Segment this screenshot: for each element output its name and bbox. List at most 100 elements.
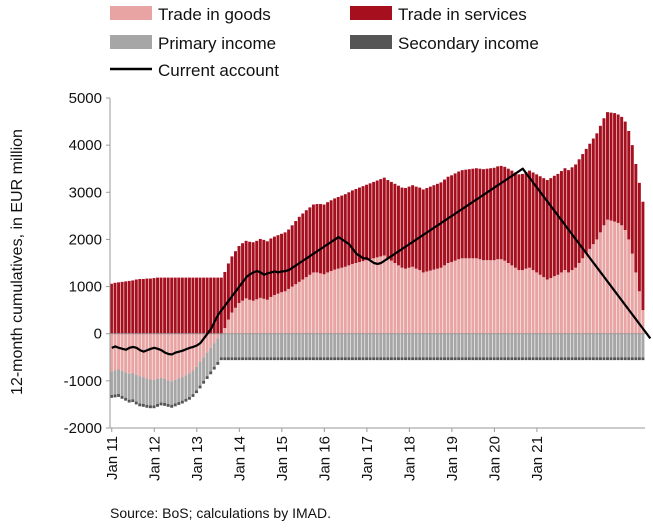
bar-trade-in-services xyxy=(152,278,156,334)
bar-secondary-income xyxy=(290,357,294,361)
bar-primary-income xyxy=(478,333,482,358)
bar-secondary-income xyxy=(478,357,482,361)
bar-primary-income xyxy=(134,374,138,402)
bar-trade-in-goods xyxy=(591,244,595,334)
bar-trade-in-services xyxy=(290,225,294,287)
bar-trade-in-services xyxy=(326,202,330,273)
bar-primary-income xyxy=(510,333,514,358)
bar-trade-in-services xyxy=(226,263,230,320)
bar-primary-income xyxy=(209,347,213,372)
axes-group: -2000 -1000 0 1000 2000 3000 4000 5000 Jan 11 Jan… xyxy=(64,90,645,481)
bar-primary-income xyxy=(595,333,599,358)
bar-secondary-income xyxy=(386,357,390,361)
bar-secondary-income xyxy=(637,357,641,361)
bar-primary-income xyxy=(396,333,400,358)
bar-trade-in-services xyxy=(276,235,280,294)
bar-trade-in-services xyxy=(588,143,592,249)
bar-trade-in-services xyxy=(563,168,567,271)
bar-primary-income xyxy=(418,333,422,358)
bar-trade-in-goods xyxy=(170,333,174,382)
bar-trade-in-goods xyxy=(255,299,259,334)
bar-primary-income xyxy=(616,333,620,358)
bar-trade-in-goods xyxy=(276,293,280,334)
bar-primary-income xyxy=(145,378,149,405)
bar-trade-in-goods xyxy=(400,267,404,334)
bar-trade-in-goods xyxy=(198,333,202,362)
bar-trade-in-services xyxy=(404,188,408,269)
bar-secondary-income xyxy=(382,357,386,361)
bar-trade-in-services xyxy=(542,178,546,278)
bar-trade-in-services xyxy=(630,145,634,254)
bar-trade-in-goods xyxy=(216,333,220,339)
bar-trade-in-services xyxy=(489,168,493,261)
bar-trade-in-services xyxy=(198,277,202,334)
bar-primary-income xyxy=(570,333,574,358)
bar-trade-in-services xyxy=(265,241,269,300)
bar-trade-in-goods xyxy=(404,268,408,334)
bar-trade-in-goods xyxy=(517,270,521,334)
bar-primary-income xyxy=(148,379,152,406)
bar-trade-in-goods xyxy=(141,333,145,378)
bar-trade-in-services xyxy=(117,282,121,334)
bar-secondary-income xyxy=(283,357,287,361)
bar-primary-income xyxy=(159,378,163,403)
bar-secondary-income xyxy=(517,357,521,361)
bar-primary-income xyxy=(556,333,560,358)
bar-primary-income xyxy=(322,333,326,358)
bar-secondary-income xyxy=(120,395,124,399)
bar-primary-income xyxy=(333,333,337,358)
bar-trade-in-services xyxy=(421,189,425,273)
bar-primary-income xyxy=(191,370,195,395)
bar-trade-in-services xyxy=(467,169,471,259)
bar-secondary-income xyxy=(216,362,220,365)
bar-primary-income xyxy=(549,333,553,358)
bar-trade-in-goods xyxy=(110,333,113,372)
x-tick-label: Jan 14 xyxy=(231,436,248,481)
bar-trade-in-services xyxy=(609,112,613,221)
y-tick-label: 3000 xyxy=(69,184,102,201)
bar-primary-income xyxy=(411,333,415,358)
bar-primary-income xyxy=(127,373,131,400)
bar-trade-in-services xyxy=(503,166,507,261)
legend-item-secondary-income: Secondary income xyxy=(350,34,539,53)
bar-trade-in-goods xyxy=(421,272,425,334)
bar-secondary-income xyxy=(453,357,457,361)
bar-secondary-income xyxy=(528,357,532,361)
bar-primary-income xyxy=(489,333,493,358)
bar-trade-in-services xyxy=(396,185,400,266)
bar-trade-in-services xyxy=(216,277,220,334)
bar-trade-in-goods xyxy=(280,292,284,334)
bar-secondary-income xyxy=(375,357,379,361)
bar-trade-in-services xyxy=(287,229,291,289)
bar-trade-in-goods xyxy=(471,258,475,334)
bar-secondary-income xyxy=(425,357,429,361)
bar-secondary-income xyxy=(393,357,397,361)
bar-trade-in-services xyxy=(577,159,581,263)
bar-trade-in-services xyxy=(379,179,383,257)
bar-primary-income xyxy=(542,333,546,358)
bar-trade-in-goods xyxy=(265,299,269,334)
bar-trade-in-services xyxy=(528,170,532,268)
bar-primary-income xyxy=(528,333,532,358)
bar-secondary-income xyxy=(166,403,170,407)
bar-trade-in-goods xyxy=(439,267,443,334)
bar-primary-income xyxy=(262,333,266,358)
bar-trade-in-services xyxy=(598,125,602,233)
bar-trade-in-goods xyxy=(127,333,131,374)
bar-trade-in-services xyxy=(262,239,266,299)
bar-primary-income xyxy=(506,333,510,358)
bar-primary-income xyxy=(535,333,539,358)
bar-primary-income xyxy=(482,333,485,358)
bar-primary-income xyxy=(216,338,220,362)
bar-trade-in-services xyxy=(209,277,213,334)
bar-trade-in-goods xyxy=(460,258,464,334)
bar-trade-in-goods xyxy=(326,272,330,334)
bar-trade-in-goods xyxy=(545,279,549,334)
bar-trade-in-goods xyxy=(163,333,167,379)
bar-primary-income xyxy=(354,333,358,358)
bar-primary-income xyxy=(304,333,308,358)
bar-trade-in-goods xyxy=(145,333,149,379)
bar-secondary-income xyxy=(450,357,454,361)
legend-label: Trade in goods xyxy=(158,5,271,24)
bar-secondary-income xyxy=(503,357,507,361)
